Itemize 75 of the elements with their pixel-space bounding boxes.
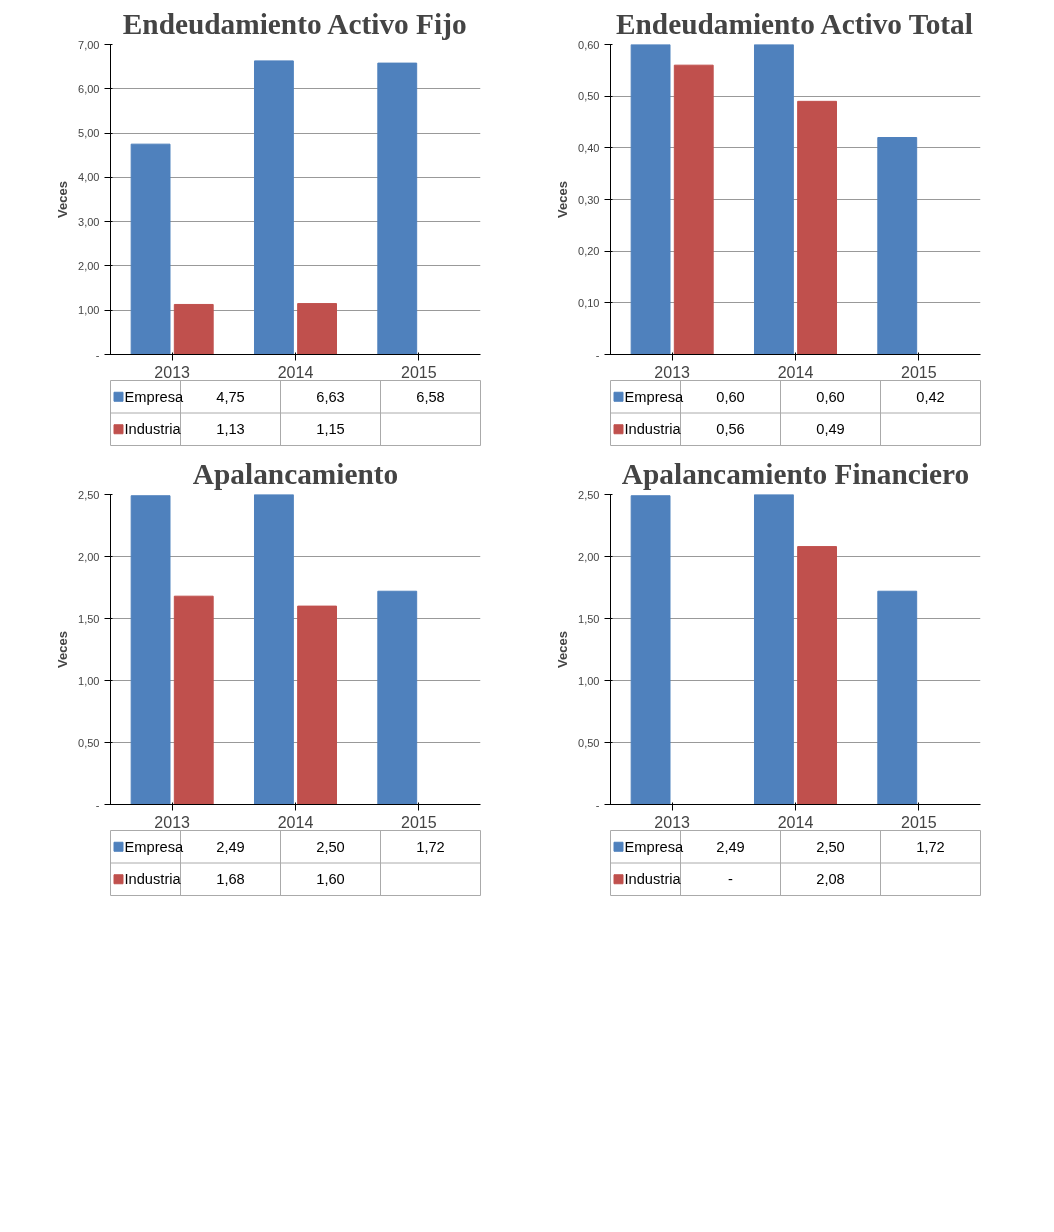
x-tick-label: 2015 xyxy=(401,363,437,381)
y-tick-label: 4,00 xyxy=(78,171,100,184)
y-tick-label: 1,50 xyxy=(78,612,100,625)
chart-title: Endeudamiento Activo Fijo xyxy=(122,7,467,40)
y-tick-label: 0,20 xyxy=(578,245,600,258)
data-label: 2,49 xyxy=(716,838,745,855)
y-tick-label: 2,00 xyxy=(78,259,100,272)
data-label: 6,58 xyxy=(416,388,445,405)
data-label: 4,75 xyxy=(216,388,245,405)
data-label: 0,49 xyxy=(816,421,845,438)
x-tick-label: 2015 xyxy=(401,813,437,831)
y-tick-label: 3,00 xyxy=(78,215,100,228)
y-tick-label: - xyxy=(595,798,600,811)
data-label: 2,08 xyxy=(816,871,845,888)
data-label: 1,13 xyxy=(216,421,245,438)
data-label: 1,72 xyxy=(916,838,945,855)
y-tick-label: 0,40 xyxy=(578,141,600,154)
data-label: 6,63 xyxy=(316,388,345,405)
y-tick-label: 1,00 xyxy=(78,674,100,687)
y-tick-label: 5,00 xyxy=(78,127,100,140)
y-axis-title: Veces xyxy=(555,631,571,668)
chart-title: Endeudamiento Activo Total xyxy=(615,7,973,40)
y-axis-title: Veces xyxy=(555,181,571,218)
data-label: 0,56 xyxy=(716,421,745,438)
x-tick-label: 2014 xyxy=(277,363,314,381)
x-tick-label: 2014 xyxy=(777,813,814,831)
legend-label: Industria xyxy=(624,871,682,888)
data-label: 0,60 xyxy=(716,388,745,405)
y-tick-label: 2,50 xyxy=(578,488,600,501)
y-tick-label: 0,30 xyxy=(578,193,600,206)
data-label: 0,42 xyxy=(916,388,945,405)
y-tick-label: 1,00 xyxy=(578,674,600,687)
data-label: 1,68 xyxy=(216,871,245,888)
y-tick-label: 1,00 xyxy=(78,304,100,317)
x-tick-label: 2013 xyxy=(654,363,691,381)
x-tick-label: 2013 xyxy=(154,813,191,831)
data-label: 2,50 xyxy=(316,838,345,855)
x-tick-label: 2013 xyxy=(154,363,191,381)
data-label: 1,15 xyxy=(316,421,345,438)
y-tick-label: 6,00 xyxy=(78,82,100,95)
legend-label: Industria xyxy=(624,421,682,438)
x-tick-label: 2014 xyxy=(777,363,814,381)
legend-label: Industria xyxy=(124,871,182,888)
y-axis-title: Veces xyxy=(55,631,71,668)
y-tick-label: 7,00 xyxy=(78,38,100,51)
data-label: 2,50 xyxy=(816,838,845,855)
data-label: 0,60 xyxy=(816,388,845,405)
data-label: 2,49 xyxy=(216,838,245,855)
x-tick-label: 2015 xyxy=(901,813,937,831)
x-tick-label: 2014 xyxy=(277,813,314,831)
data-label: - xyxy=(728,871,734,888)
legend-label: Empresa xyxy=(624,838,684,855)
x-tick-label: 2015 xyxy=(901,363,937,381)
y-tick-label: 2,00 xyxy=(578,550,600,563)
chart-title: Apalancamiento xyxy=(192,457,399,490)
legend-label: Empresa xyxy=(124,838,184,855)
y-tick-label: - xyxy=(95,798,100,811)
y-tick-label: 0,50 xyxy=(78,736,100,749)
x-tick-label: 2013 xyxy=(654,813,691,831)
legend-label: Empresa xyxy=(624,388,684,405)
y-tick-label: 0,10 xyxy=(578,296,600,309)
y-tick-label: - xyxy=(595,348,600,361)
y-tick-label: 1,50 xyxy=(578,612,600,625)
y-axis-title: Veces xyxy=(55,181,71,218)
y-tick-label: 0,50 xyxy=(578,90,600,103)
y-tick-label: 2,00 xyxy=(78,550,100,563)
data-label: 1,60 xyxy=(316,871,345,888)
y-tick-label: - xyxy=(95,348,100,361)
y-tick-label: 0,50 xyxy=(578,736,600,749)
data-label: 1,72 xyxy=(416,838,445,855)
y-tick-label: 2,50 xyxy=(78,488,100,501)
legend-label: Industria xyxy=(124,421,182,438)
chart-title: Apalancamiento Financiero xyxy=(621,457,970,490)
legend-label: Empresa xyxy=(124,388,184,405)
y-tick-label: 0,60 xyxy=(578,38,600,51)
